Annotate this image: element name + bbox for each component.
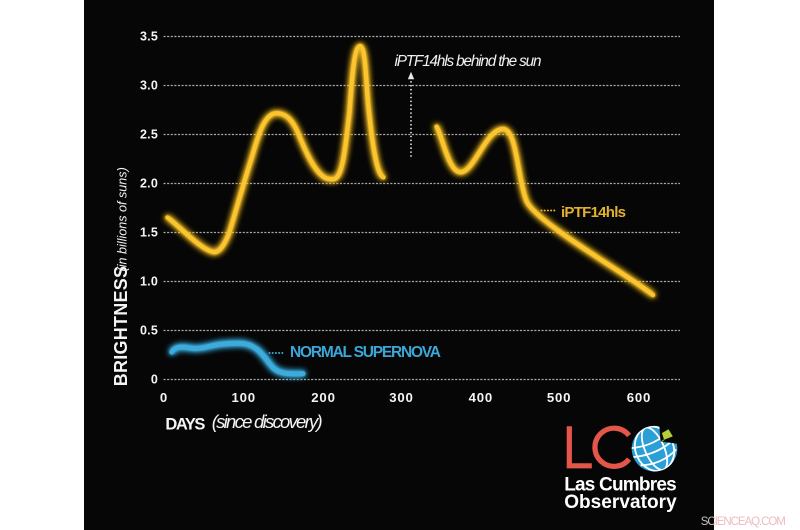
svg-text:500: 500 — [547, 390, 571, 405]
svg-text:Observatory: Observatory — [564, 492, 677, 513]
svg-text:100: 100 — [231, 390, 255, 405]
svg-text:200: 200 — [311, 390, 335, 405]
svg-text:3.0: 3.0 — [140, 79, 158, 93]
svg-text:NORMAL SUPERNOVA: NORMAL SUPERNOVA — [290, 344, 441, 361]
svg-text:(in billions of suns): (in billions of suns) — [116, 167, 130, 271]
svg-text:BRIGHTNESS: BRIGHTNESS — [111, 266, 131, 387]
svg-text:SCIENCEAQ.COM: SCIENCEAQ.COM — [701, 516, 786, 528]
svg-text:0: 0 — [151, 373, 158, 387]
svg-text:(since discovery): (since discovery) — [212, 411, 323, 432]
svg-text:0: 0 — [160, 390, 168, 405]
svg-text:SCIENCEAQ.COM: SCIENCEAQ.COM — [701, 516, 786, 528]
svg-text:DAYS: DAYS — [165, 415, 205, 433]
svg-text:iPTF14hls behind the sun: iPTF14hls behind the sun — [395, 53, 542, 70]
svg-text:2.5: 2.5 — [140, 128, 158, 142]
svg-text:0.5: 0.5 — [140, 324, 158, 338]
svg-text:300: 300 — [389, 390, 413, 405]
svg-text:1.5: 1.5 — [140, 226, 158, 240]
svg-text:600: 600 — [627, 390, 651, 405]
svg-text:3.5: 3.5 — [140, 30, 158, 44]
svg-text:400: 400 — [469, 390, 493, 405]
svg-text:Las Cumbres: Las Cumbres — [564, 474, 677, 495]
svg-text:2.0: 2.0 — [140, 177, 158, 191]
svg-text:1.0: 1.0 — [140, 275, 158, 289]
svg-text:iPTF14hls: iPTF14hls — [561, 204, 626, 221]
